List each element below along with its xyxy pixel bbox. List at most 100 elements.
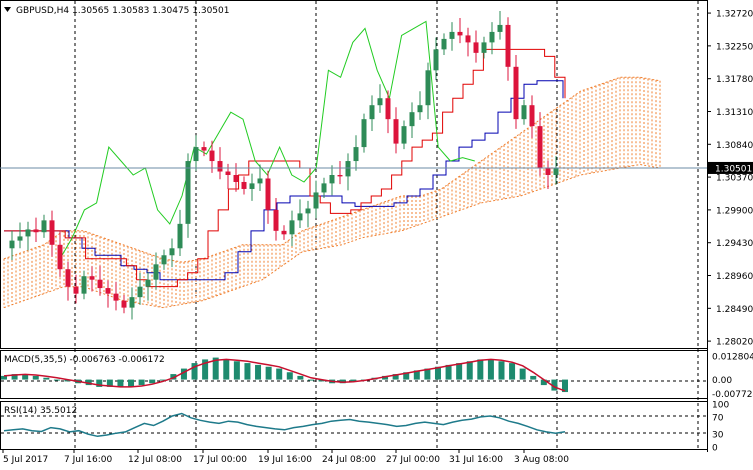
bear-candle	[49, 220, 55, 245]
bear-candle	[97, 279, 103, 289]
bear-candle	[465, 35, 471, 43]
macd-histogram-bar	[191, 363, 198, 380]
bull-candle	[25, 229, 31, 237]
macd-histogram-bar	[202, 359, 209, 380]
macd-histogram-bar	[519, 368, 526, 380]
bull-candle	[249, 183, 255, 189]
macd-histogram-bar	[339, 379, 346, 384]
bull-candle	[409, 112, 415, 127]
chart-title: GBPUSD,H4 1.30565 1.30583 1.30475 1.3050…	[16, 6, 229, 16]
time-label: 24 Jul 08:00	[322, 455, 376, 465]
macd-histogram-bar	[456, 363, 463, 380]
bull-candle	[433, 49, 439, 71]
time-label: 17 Jul 00:00	[193, 455, 247, 465]
bull-candle	[81, 276, 87, 294]
price-label: 1.28960	[716, 272, 753, 282]
macd-histogram-bar	[233, 361, 240, 380]
price-label: 1.32250	[716, 42, 753, 52]
time-label: 12 Jul 08:00	[128, 455, 182, 465]
bear-candle	[209, 150, 215, 162]
time-label: 19 Jul 16:00	[258, 455, 312, 465]
rsi-axis-label: 100	[712, 401, 729, 411]
bull-candle	[129, 297, 135, 308]
macd-histogram-bar	[170, 374, 177, 380]
macd-histogram-bar	[180, 368, 187, 380]
bull-candle	[313, 192, 319, 209]
time-label: 27 Jul 00:00	[386, 455, 440, 465]
bull-candle	[9, 240, 15, 249]
macd-histogram-bar	[223, 359, 230, 380]
main-chart-frame	[0, 0, 708, 349]
bear-candle	[393, 119, 399, 144]
bear-candle	[241, 181, 247, 189]
macd-histogram-bar	[11, 374, 18, 380]
time-label: 7 Jul 16:00	[64, 455, 113, 465]
bear-candle	[121, 300, 127, 308]
price-label: 1.28020	[716, 338, 753, 348]
bear-candle	[105, 288, 111, 294]
macd-histogram-bar	[255, 364, 262, 380]
bear-candle	[545, 168, 551, 175]
time-label: 31 Jul 16:00	[449, 455, 503, 465]
price-label: 1.30370	[716, 174, 753, 184]
bull-candle	[361, 119, 367, 148]
bear-candle	[233, 175, 239, 182]
macd-histogram-bar	[286, 372, 293, 380]
macd-histogram-bar	[403, 372, 410, 380]
macd-histogram-bar	[276, 368, 283, 380]
macd-histogram-bar	[392, 374, 399, 380]
macd-histogram-bar	[382, 375, 389, 380]
time-axis: 5 Jul 2017 7 Jul 16:00 12 Jul 08:00 17 Jul …	[2, 449, 569, 465]
bull-candle	[257, 178, 263, 184]
bull-candle	[497, 24, 503, 32]
bull-candle	[449, 31, 455, 39]
macd-histogram-bar	[159, 379, 166, 381]
bear-candle	[457, 31, 463, 36]
macd-signal-line	[3, 358, 566, 392]
macd-histogram-bar	[540, 379, 547, 386]
triangle-down-icon[interactable]	[4, 7, 11, 12]
bear-candle	[385, 98, 391, 120]
bull-candle	[289, 220, 295, 235]
macd-histogram-bar	[32, 375, 39, 380]
current-price-badge	[708, 161, 753, 174]
bull-candle	[521, 105, 527, 120]
bear-candle	[217, 161, 223, 172]
bull-candle	[41, 220, 47, 233]
macd-histogram-bar	[466, 361, 473, 380]
macd-histogram-bar	[106, 379, 113, 387]
bull-candle	[193, 147, 199, 162]
bear-candle	[201, 147, 207, 151]
bull-candle	[553, 168, 559, 175]
macd-histogram-bar	[434, 366, 441, 380]
rsi-line	[3, 412, 566, 438]
macd-histogram-bar	[413, 370, 420, 380]
macd-histogram-bar	[128, 379, 135, 387]
macd-histogram-bar	[350, 379, 357, 382]
price-label: 1.31780	[716, 75, 753, 85]
tenkan-sen-line	[4, 48, 566, 288]
macd-histogram-bar	[85, 379, 92, 386]
price-label: 1.30840	[716, 141, 753, 151]
macd-histogram-bar	[22, 374, 29, 380]
macd-histogram-bar	[551, 379, 558, 391]
ichimoku-lines	[4, 20, 566, 288]
price-axis: 1.32720 1.32250 1.31780 1.31310 1.30840 1.303…	[707, 10, 753, 348]
macd-histogram-bar	[1, 375, 7, 380]
bear-candle	[505, 24, 511, 67]
rsi-axis-label: 0	[712, 444, 718, 454]
macd-histogram-bar	[498, 361, 505, 380]
bear-candle	[265, 178, 271, 210]
bull-candle	[401, 126, 407, 144]
price-label: 1.28490	[716, 305, 753, 315]
bull-candle	[177, 223, 183, 249]
bull-candle	[185, 161, 191, 224]
macd-histogram-bar	[477, 359, 484, 380]
bear-candle	[473, 42, 479, 53]
rsi-axis-label: 70	[712, 413, 724, 423]
bull-candle	[481, 42, 487, 53]
macd-histogram-bar	[487, 359, 494, 380]
macd-histogram-bar	[562, 379, 568, 393]
chikou-span-line	[59, 20, 475, 260]
